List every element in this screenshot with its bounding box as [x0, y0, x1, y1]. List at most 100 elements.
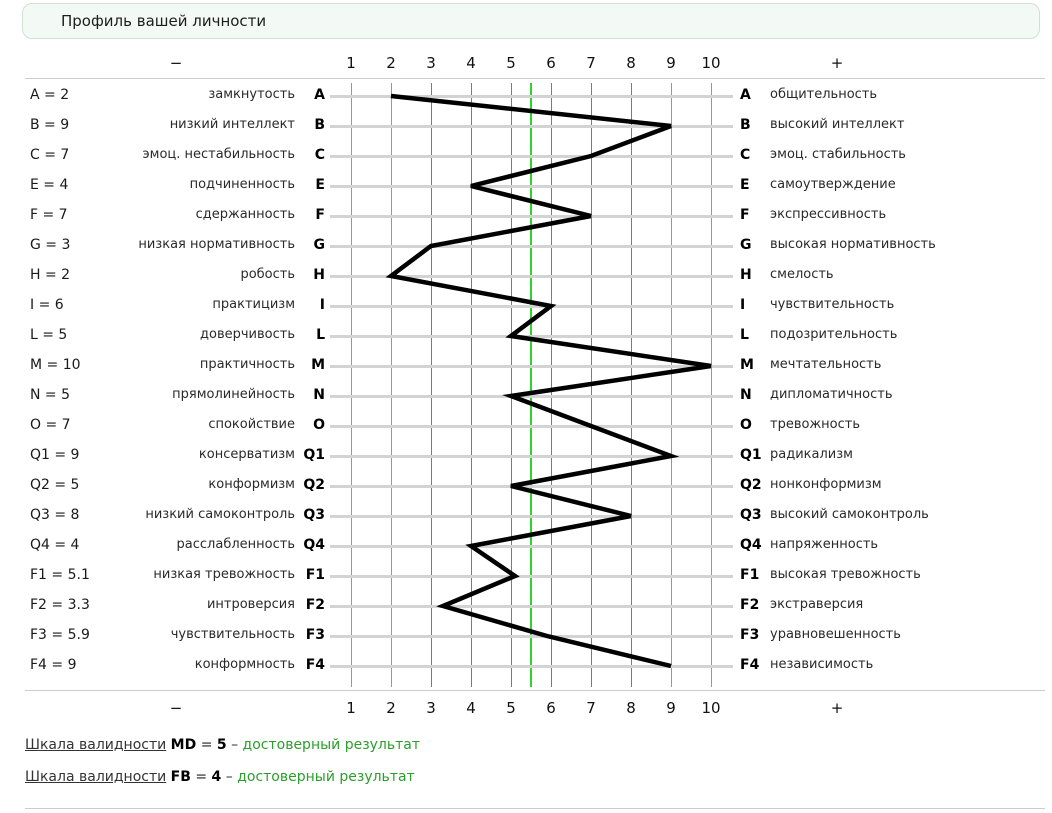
letter-right-C: C	[740, 147, 751, 163]
profile-chart	[385, 93, 712, 669]
letter-left-C: C	[314, 147, 325, 163]
pole-right-Q4: напряженность	[770, 537, 879, 552]
letter-left-F4: F4	[305, 657, 325, 673]
letter-right-F1: F1	[740, 567, 760, 583]
chart-bottom-border	[25, 690, 1045, 691]
row-line-M	[330, 365, 733, 368]
row-line-F4	[330, 665, 733, 668]
score-Q4: Q4 = 4	[30, 537, 80, 553]
gridline-3	[430, 83, 432, 687]
validity-fb-value: 4	[211, 769, 222, 785]
letter-left-Q3: Q3	[303, 507, 325, 523]
pole-right-F1: высокая тревожность	[770, 567, 921, 582]
score-A: A = 2	[30, 87, 70, 103]
axis-plus-sign: +	[830, 54, 844, 72]
letter-left-H: H	[313, 267, 325, 283]
score-F4: F4 = 9	[30, 657, 77, 673]
pole-right-F2: экстраверсия	[770, 597, 864, 612]
pole-left-N: прямолинейность	[172, 387, 295, 402]
row-line-L	[330, 335, 733, 338]
gridline-1	[350, 83, 352, 687]
axis-tick: 8	[626, 54, 636, 72]
row-line-H	[330, 275, 733, 278]
score-I: I = 6	[30, 297, 64, 313]
row-line-C	[330, 155, 733, 158]
letter-right-H: H	[740, 267, 752, 283]
row-line-Q4	[330, 545, 733, 548]
axis-minus-sign: −	[169, 699, 183, 717]
letter-left-I: I	[319, 297, 325, 313]
score-M: M = 10	[30, 357, 81, 373]
score-N: N = 5	[30, 387, 71, 403]
axis-tick: 6	[546, 699, 556, 717]
row-line-I	[330, 305, 733, 308]
validity-md-factor: MD	[170, 737, 197, 753]
letter-left-L: L	[316, 327, 325, 343]
row-line-F3	[330, 635, 733, 638]
axis-tick: 1	[346, 699, 356, 717]
pole-right-G: высокая нормативность	[770, 237, 936, 252]
score-E: E = 4	[30, 177, 69, 193]
pole-left-I: практицизм	[212, 297, 295, 312]
score-Q3: Q3 = 8	[30, 507, 80, 523]
pole-right-F: экспрессивность	[770, 207, 887, 222]
gridline-2	[390, 83, 392, 687]
pole-left-Q1: консерватизм	[198, 447, 295, 462]
validity-md-eq: =	[200, 737, 213, 753]
validity-fb-link[interactable]: Шкала валидности	[25, 769, 167, 785]
letter-left-Q1: Q1	[303, 447, 325, 463]
validity-md-link[interactable]: Шкала валидности	[25, 737, 167, 753]
axis-tick: 8	[626, 699, 636, 717]
letter-right-F3: F3	[740, 627, 760, 643]
pole-left-L: доверчивость	[200, 327, 295, 342]
validity-fb-factor: FB	[170, 769, 191, 785]
axis-plus-sign: +	[830, 699, 844, 717]
axis-tick: 7	[586, 699, 596, 717]
row-line-Q2	[330, 485, 733, 488]
row-line-A	[330, 95, 733, 98]
letter-left-F: F	[315, 207, 325, 223]
axis-tick: 10	[701, 54, 721, 72]
letter-right-I: I	[740, 297, 746, 313]
letter-left-Q2: Q2	[303, 477, 325, 493]
row-line-F	[330, 215, 733, 218]
axis-tick: 2	[386, 54, 396, 72]
axis-tick: 5	[506, 54, 516, 72]
letter-right-Q1: Q1	[740, 447, 762, 463]
row-line-F2	[330, 605, 733, 608]
letter-right-Q2: Q2	[740, 477, 762, 493]
letter-left-O: O	[313, 417, 325, 433]
pole-left-F1: низкая тревожность	[153, 567, 295, 582]
pole-left-F4: конформность	[194, 657, 295, 672]
pole-left-A: замкнутость	[208, 87, 295, 102]
validity-md-value: 5	[216, 737, 227, 753]
score-F: F = 7	[30, 207, 68, 223]
gridline-9	[670, 83, 672, 687]
letter-left-N: N	[313, 387, 325, 403]
row-line-Q1	[330, 455, 733, 458]
axis-tick: 10	[701, 699, 721, 717]
pole-left-Q2: конформизм	[208, 477, 295, 492]
letter-left-B: B	[314, 117, 325, 133]
axis-tick: 4	[466, 699, 476, 717]
pole-right-Q3: высокий самоконтроль	[770, 507, 929, 522]
score-F1: F1 = 5.1	[30, 567, 90, 583]
axis-bottom: − 1 2 3 4 5 6 7 8 9 10 +	[0, 699, 1052, 717]
pole-left-G: низкая нормативность	[138, 237, 295, 252]
score-L: L = 5	[30, 327, 68, 343]
gridline-midline	[530, 83, 532, 687]
pole-left-O: спокойствие	[208, 417, 295, 432]
axis-tick: 2	[386, 699, 396, 717]
pole-right-Q1: радикализм	[770, 447, 853, 462]
pole-right-O: тревожность	[770, 417, 860, 432]
letter-left-E: E	[315, 177, 325, 193]
gridline-8	[630, 83, 632, 687]
row-line-G	[330, 245, 733, 248]
pole-left-M: практичность	[199, 357, 295, 372]
score-H: H = 2	[30, 267, 71, 283]
validity-fb-dash: –	[225, 769, 233, 785]
row-line-N	[330, 395, 733, 398]
axis-tick: 1	[346, 54, 356, 72]
row-line-F1	[330, 575, 733, 578]
